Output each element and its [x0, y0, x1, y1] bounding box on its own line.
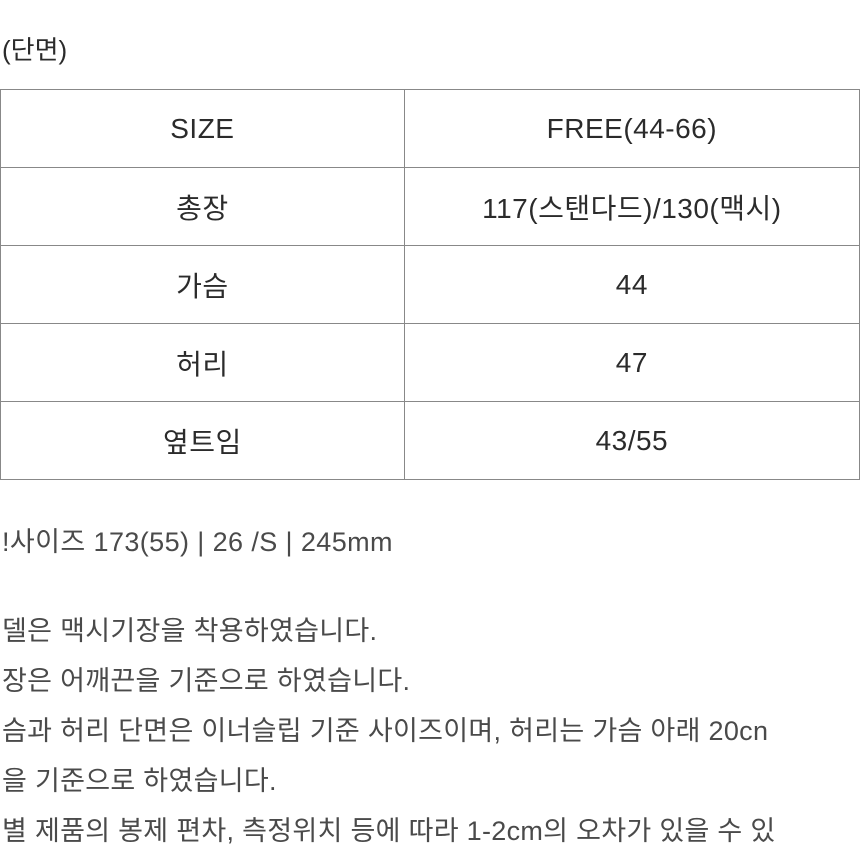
table-row: 가슴 44	[1, 246, 860, 324]
table-row: 총장 117(스탠다드)/130(맥시)	[1, 168, 860, 246]
side-slit-value: 43/55	[404, 402, 859, 480]
note-line: 을 기준으로 하였습니다.	[2, 757, 863, 807]
note-line: 장은 어깨끈을 기준으로 하였습니다.	[2, 657, 863, 707]
size-header-value: FREE(44-66)	[404, 90, 859, 168]
top-label: (단면)	[2, 30, 863, 67]
info-block: !사이즈 173(55) | 26 /S | 245mm 델은 맥시기장을 착용…	[2, 520, 863, 857]
note-line: 슴과 허리 단면은 이너슬립 기준 사이즈이며, 허리는 가슴 아래 20cn	[2, 707, 863, 757]
chest-value: 44	[404, 246, 859, 324]
model-size-line: !사이즈 173(55) | 26 /S | 245mm	[2, 520, 863, 559]
size-header-label: SIZE	[1, 90, 405, 168]
side-slit-label: 옆트임	[1, 402, 405, 480]
size-table: SIZE FREE(44-66) 총장 117(스탠다드)/130(맥시) 가슴…	[0, 89, 860, 480]
waist-value: 47	[404, 324, 859, 402]
size-chart-container: (단면) SIZE FREE(44-66) 총장 117(스탠다드)/130(맥…	[0, 0, 863, 857]
total-length-label: 총장	[1, 168, 405, 246]
note-line: 별 제품의 봉제 편차, 측정위치 등에 따라 1-2cm의 오차가 있을 수 …	[2, 807, 863, 857]
total-length-value: 117(스탠다드)/130(맥시)	[404, 168, 859, 246]
chest-label: 가슴	[1, 246, 405, 324]
table-row: 옆트임 43/55	[1, 402, 860, 480]
waist-label: 허리	[1, 324, 405, 402]
table-row: 허리 47	[1, 324, 860, 402]
note-line: 델은 맥시기장을 착용하였습니다.	[2, 607, 863, 657]
table-row: SIZE FREE(44-66)	[1, 90, 860, 168]
